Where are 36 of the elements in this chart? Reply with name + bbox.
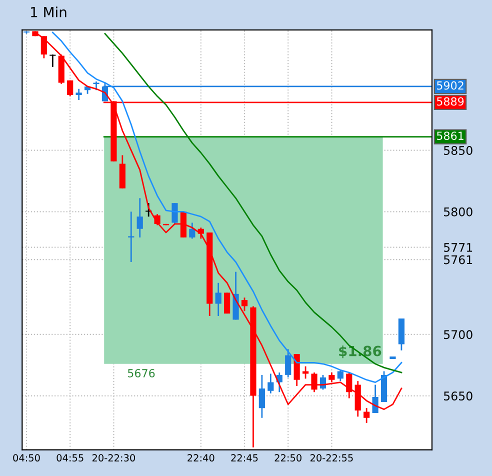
candlestick: [258, 374, 265, 419]
candlestick: [67, 80, 74, 97]
x-tick-label: 04:55: [56, 454, 84, 462]
y-tick-label: 5761: [444, 255, 472, 264]
y-tick-label: 5700: [444, 330, 472, 340]
candlestick: [136, 197, 143, 238]
ref-line-label: 5861: [437, 132, 464, 140]
candlestick: [50, 54, 56, 68]
candlestick: [268, 373, 274, 394]
y-tick-label: 5850: [444, 146, 472, 155]
candlestick: [128, 210, 134, 263]
candlestick: [337, 369, 344, 382]
candlestick: [311, 372, 318, 393]
annotation: 5676: [128, 368, 155, 378]
candlestick: [189, 222, 196, 240]
candlestick: [224, 292, 230, 314]
candlestick: [215, 282, 222, 317]
y-tick-label: 5771: [444, 243, 472, 252]
x-tick-label: 20-22:55: [310, 454, 353, 462]
candlestick: [285, 348, 292, 378]
candlestick: [372, 384, 378, 414]
x-tick-label: 22:50: [274, 454, 302, 462]
candlestick: [241, 296, 248, 312]
x-tick-label: 20-22:30: [92, 454, 135, 462]
chart-title: 1 Min: [31, 6, 66, 18]
x-tick-label: 22:40: [188, 454, 214, 462]
y-tick-label: 5650: [444, 392, 472, 400]
ref-line-label: 5889: [437, 97, 464, 106]
candlestick: [328, 372, 335, 383]
ref-line-label: 5902: [437, 81, 464, 90]
candlestick: [364, 407, 370, 424]
y-tick-label: 5800: [444, 207, 472, 216]
candlestick: [172, 202, 178, 225]
x-tick-label: 04:50: [13, 454, 40, 462]
candlestick: [76, 88, 82, 101]
x-tick-label: 22:45: [231, 454, 258, 462]
